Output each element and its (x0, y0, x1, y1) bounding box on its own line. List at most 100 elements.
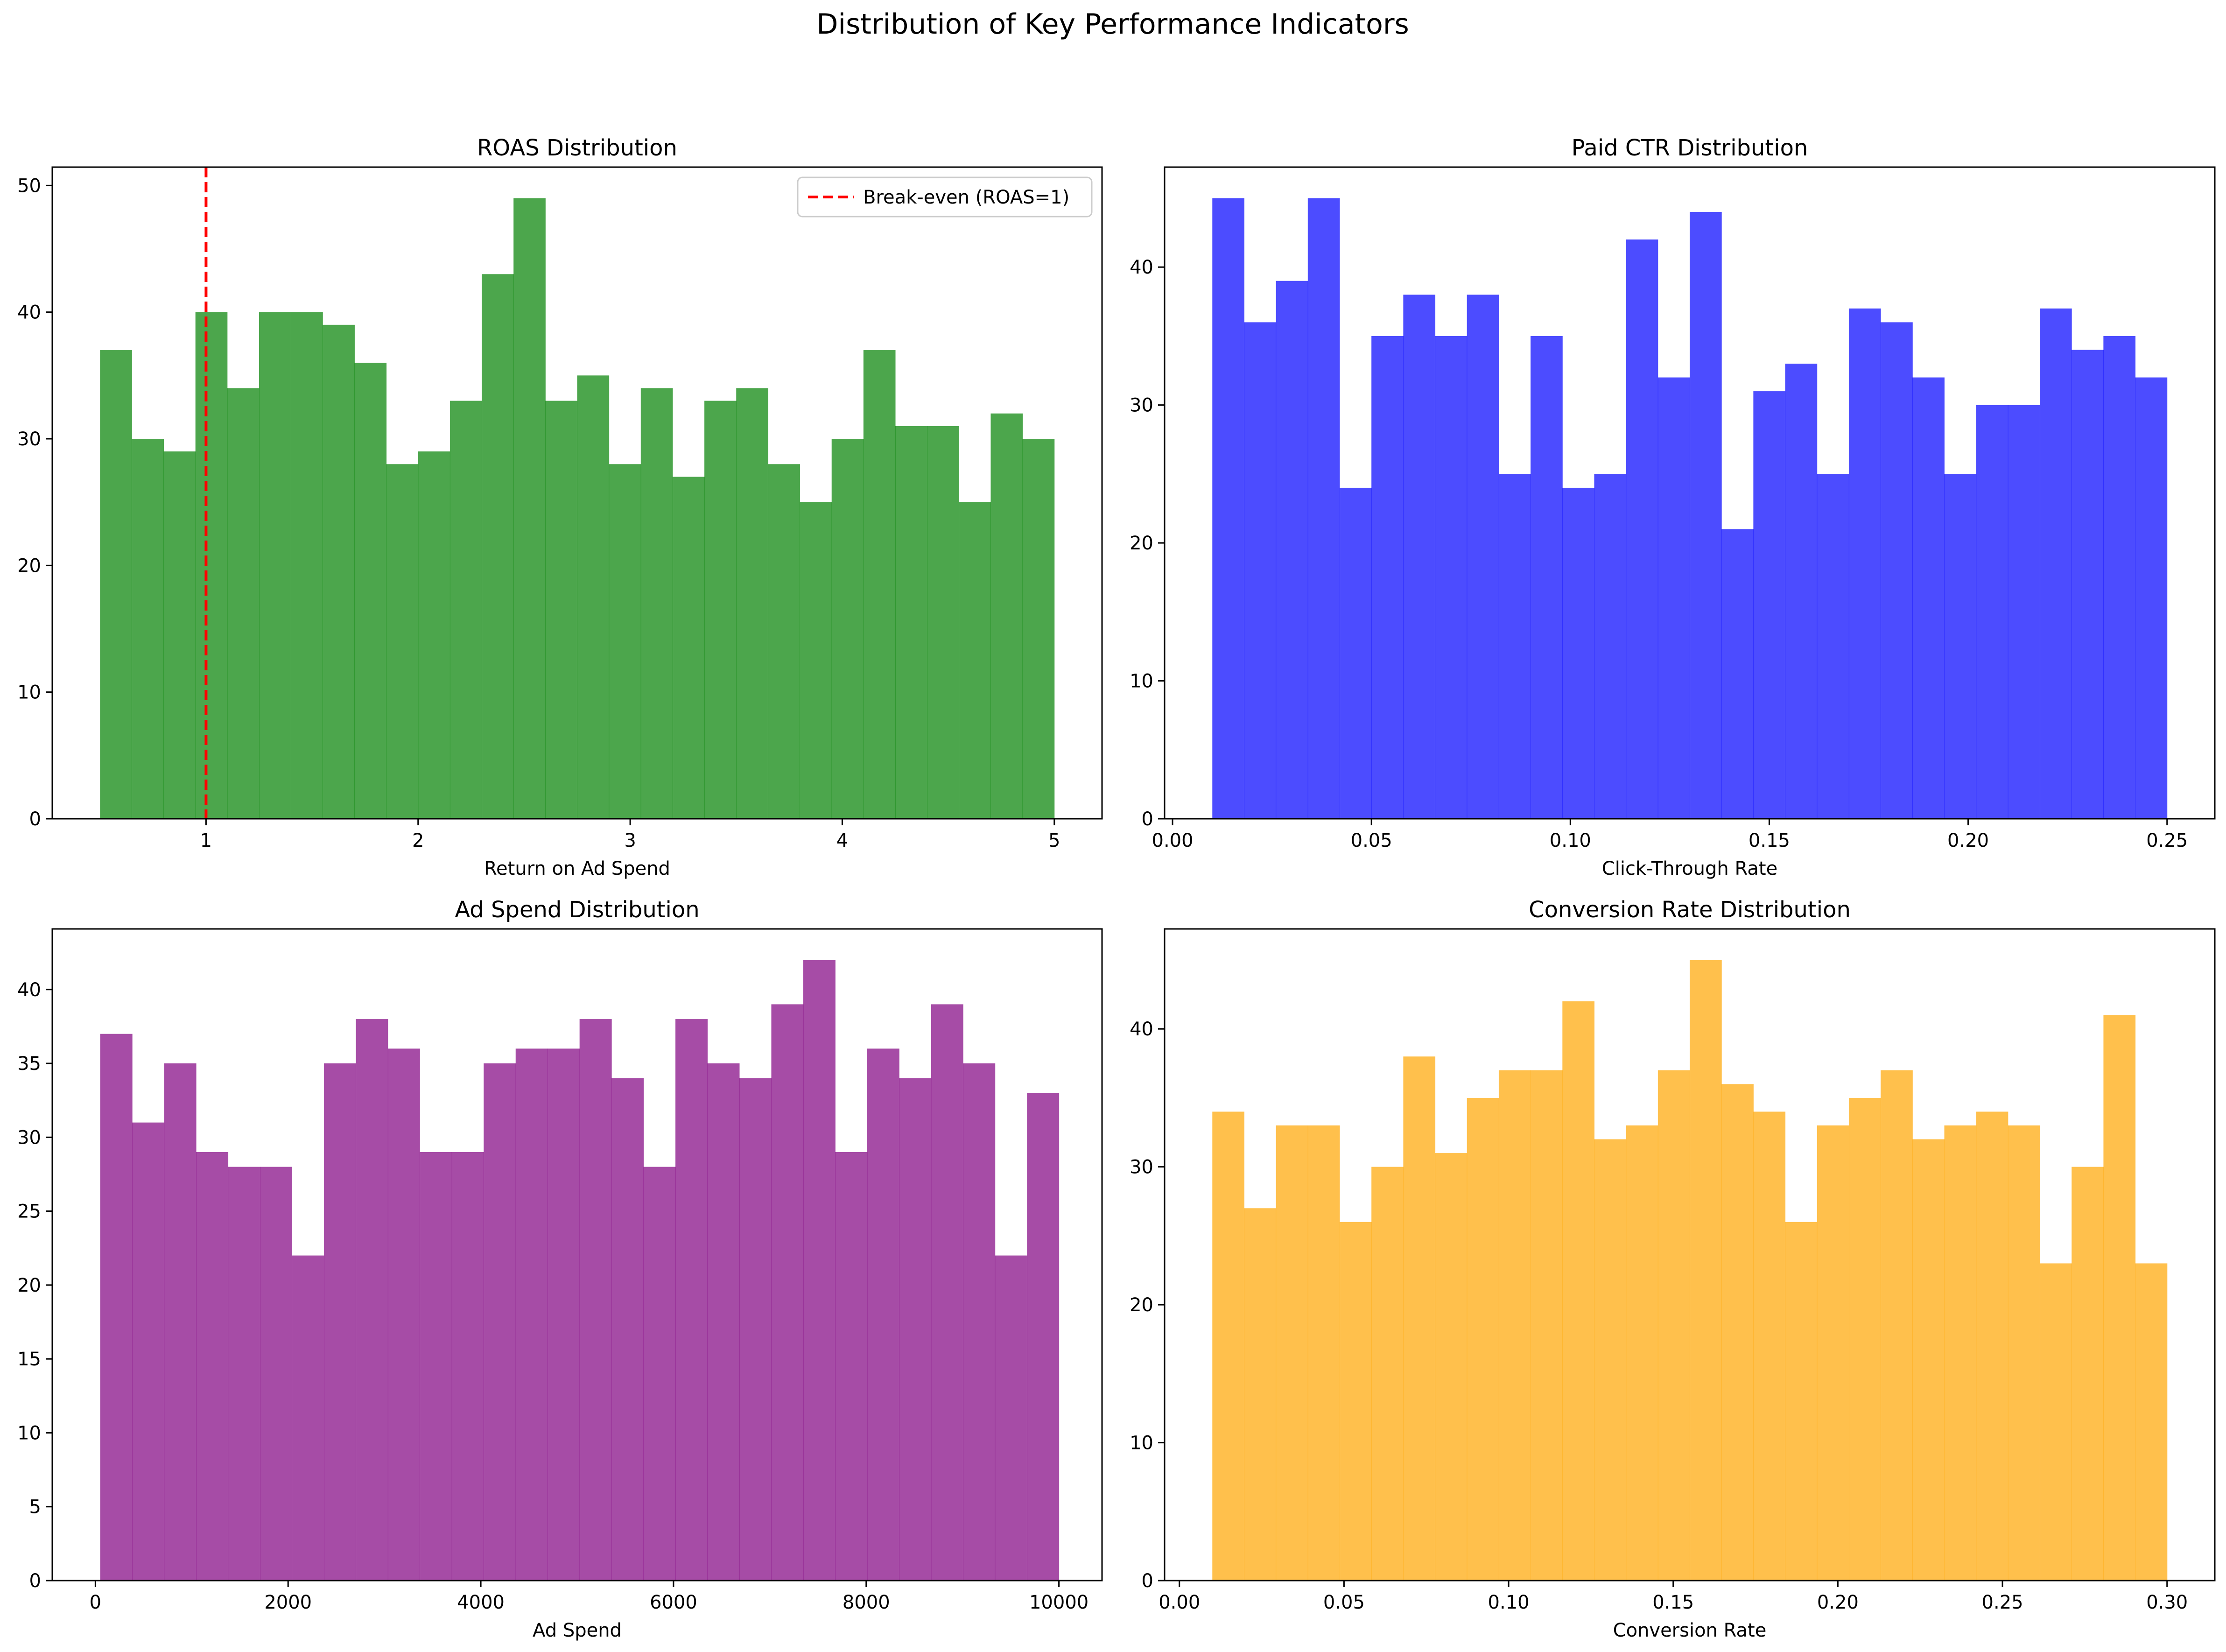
ad-spend-distribution-y-tick-label: 0 (29, 1570, 41, 1592)
legend-label: Break-even (ROAS=1) (863, 187, 1069, 208)
conversion-rate-distribution-y-tick-label: 20 (1130, 1294, 1153, 1316)
conversion-rate-distribution-bar (2040, 1263, 2072, 1581)
ad-spend-distribution-bar (323, 1063, 356, 1581)
roas-distribution-title: ROAS Distribution (477, 135, 677, 161)
ad-spend-distribution-bar (867, 1048, 899, 1581)
roas-distribution-bar (990, 413, 1023, 819)
roas-distribution-bar (895, 426, 927, 819)
conversion-rate-distribution-y-tick-label: 10 (1130, 1433, 1153, 1454)
roas-distribution-bar (386, 464, 419, 819)
ad-spend-distribution-bar (484, 1063, 516, 1581)
conversion-rate-distribution-bar (2008, 1125, 2040, 1581)
conversion-rate-distribution-bar (1785, 1222, 1818, 1581)
ad-spend-distribution-y-tick-label: 30 (17, 1127, 41, 1148)
paid-ctr-distribution-x-tick-label: 0.00 (1152, 830, 1194, 851)
figure-title: Distribution of Key Performance Indicato… (816, 8, 1409, 41)
roas-distribution-bar (640, 388, 673, 819)
conversion-rate-distribution-bar (1371, 1167, 1404, 1581)
roas-distribution-bar (831, 439, 864, 819)
ad-spend-distribution-bar (292, 1255, 324, 1581)
ad-spend-distribution-bar (420, 1152, 452, 1581)
roas-distribution-bar (323, 324, 355, 819)
paid-ctr-distribution-bar (2040, 308, 2072, 819)
paid-ctr-distribution-bar (1340, 487, 1372, 819)
paid-ctr-distribution-x-label: Click-Through Rate (1602, 858, 1777, 879)
paid-ctr-distribution-y-tick-label: 20 (1130, 533, 1153, 554)
roas-distribution-bar (577, 375, 610, 819)
paid-ctr-distribution-bar (1817, 474, 1849, 819)
roas-distribution-y-tick-label: 40 (17, 302, 41, 323)
ad-spend-distribution-title: Ad Spend Distribution (455, 897, 699, 923)
roas-distribution-bar (259, 312, 291, 819)
paid-ctr-distribution-y-tick-label: 30 (1130, 395, 1153, 416)
paid-ctr-distribution-bar (2072, 350, 2104, 819)
conversion-rate-distribution-bar (1276, 1125, 1308, 1581)
ad-spend-distribution-axes-frame (51, 928, 1103, 1582)
roas-distribution-x-tick-label: 2 (412, 830, 424, 851)
ad-spend-distribution-bar (515, 1048, 548, 1581)
conversion-rate-distribution-bar (1212, 1111, 1244, 1581)
conversion-rate-distribution-axes-frame (1164, 928, 2216, 1582)
paid-ctr-distribution-bar (1912, 377, 1945, 819)
conversion-rate-distribution-x-tick-label: 0.20 (1817, 1592, 1859, 1613)
conversion-rate-distribution-bar (1848, 1097, 1881, 1581)
ad-spend-distribution-bar (164, 1063, 197, 1581)
roas-distribution-bar (1022, 439, 1055, 819)
conversion-rate-distribution-bar (1690, 960, 1722, 1581)
ad-spend-distribution-bar (803, 960, 836, 1581)
roas-distribution-axes-frame (51, 166, 1103, 820)
ad-spend-distribution-bar (387, 1048, 420, 1581)
ad-spend-distribution-bar (835, 1152, 868, 1581)
ad-spend-distribution-bar (899, 1078, 932, 1581)
ad-spend-distribution-y-tick-label: 35 (17, 1053, 41, 1075)
ad-spend-distribution-bar (451, 1152, 484, 1581)
ad-spend-distribution-bar (611, 1078, 644, 1581)
roas-distribution-bar (449, 401, 482, 819)
roas-distribution-y-tick-label: 30 (17, 429, 41, 450)
ad-spend-distribution-bar (963, 1063, 996, 1581)
paid-ctr-distribution-bar (1244, 322, 1277, 819)
conversion-rate-distribution-x-label: Conversion Rate (1613, 1620, 1767, 1641)
roas-distribution-bar (959, 502, 991, 819)
ad-spend-distribution-bar (356, 1019, 388, 1581)
conversion-rate-distribution-bar (1531, 1070, 1563, 1581)
ad-spend-distribution-x-tick-label: 2000 (264, 1592, 312, 1613)
ad-spend-distribution-bar (931, 1004, 963, 1581)
ad-spend-distribution-y-tick-label: 15 (17, 1349, 41, 1370)
conversion-rate-distribution-bar (1403, 1056, 1436, 1581)
ad-spend-distribution-x-tick-label: 8000 (843, 1592, 890, 1613)
conversion-rate-distribution-y-tick-label: 30 (1130, 1157, 1153, 1178)
conversion-rate-distribution-bar (1944, 1125, 1977, 1581)
conversion-rate-distribution-bar (1562, 1001, 1594, 1581)
ad-spend-distribution-x-tick-label: 6000 (650, 1592, 697, 1613)
ad-spend-distribution-bar (675, 1019, 708, 1581)
paid-ctr-distribution-bar (1498, 474, 1531, 819)
paid-ctr-distribution-bar (1276, 281, 1308, 819)
conversion-rate-distribution-bar (1340, 1222, 1372, 1581)
paid-ctr-distribution-x-tick-label: 0.15 (1748, 830, 1790, 851)
paid-ctr-distribution-y-tick-label: 10 (1130, 671, 1153, 692)
paid-ctr-distribution-bar (1212, 198, 1244, 819)
legend: Break-even (ROAS=1) (797, 176, 1093, 218)
paid-ctr-distribution-x-tick-label: 0.05 (1351, 830, 1392, 851)
roas-distribution-bar (513, 198, 546, 819)
ad-spend-distribution-x-tick-label: 4000 (457, 1592, 505, 1613)
roas-distribution-y-tick-label: 20 (17, 555, 41, 576)
conversion-rate-distribution-title: Conversion Rate Distribution (1529, 897, 1851, 923)
ad-spend-distribution-y-tick-label: 10 (17, 1422, 41, 1444)
ad-spend-distribution-bar (771, 1004, 804, 1581)
conversion-rate-distribution-bar (1881, 1070, 1913, 1581)
ad-spend-distribution-panel: 0 2000 4000 6000 8000 10000 0 5 10 15 20 25 30 35 40 Ad… (17, 897, 1103, 1641)
conversion-rate-distribution-bar (1498, 1070, 1531, 1581)
roas-distribution-bar (418, 451, 450, 819)
conversion-rate-distribution-bar (1817, 1125, 1849, 1581)
ad-spend-distribution-x-label: Ad Spend (533, 1620, 622, 1641)
conversion-rate-distribution-bar (2103, 1015, 2136, 1581)
roas-distribution-bar (927, 426, 959, 819)
conversion-rate-distribution-bar (1307, 1125, 1340, 1581)
ad-spend-distribution-bar (579, 1019, 612, 1581)
ad-spend-distribution-bar (995, 1255, 1027, 1581)
ad-spend-distribution-bar (100, 1033, 133, 1581)
